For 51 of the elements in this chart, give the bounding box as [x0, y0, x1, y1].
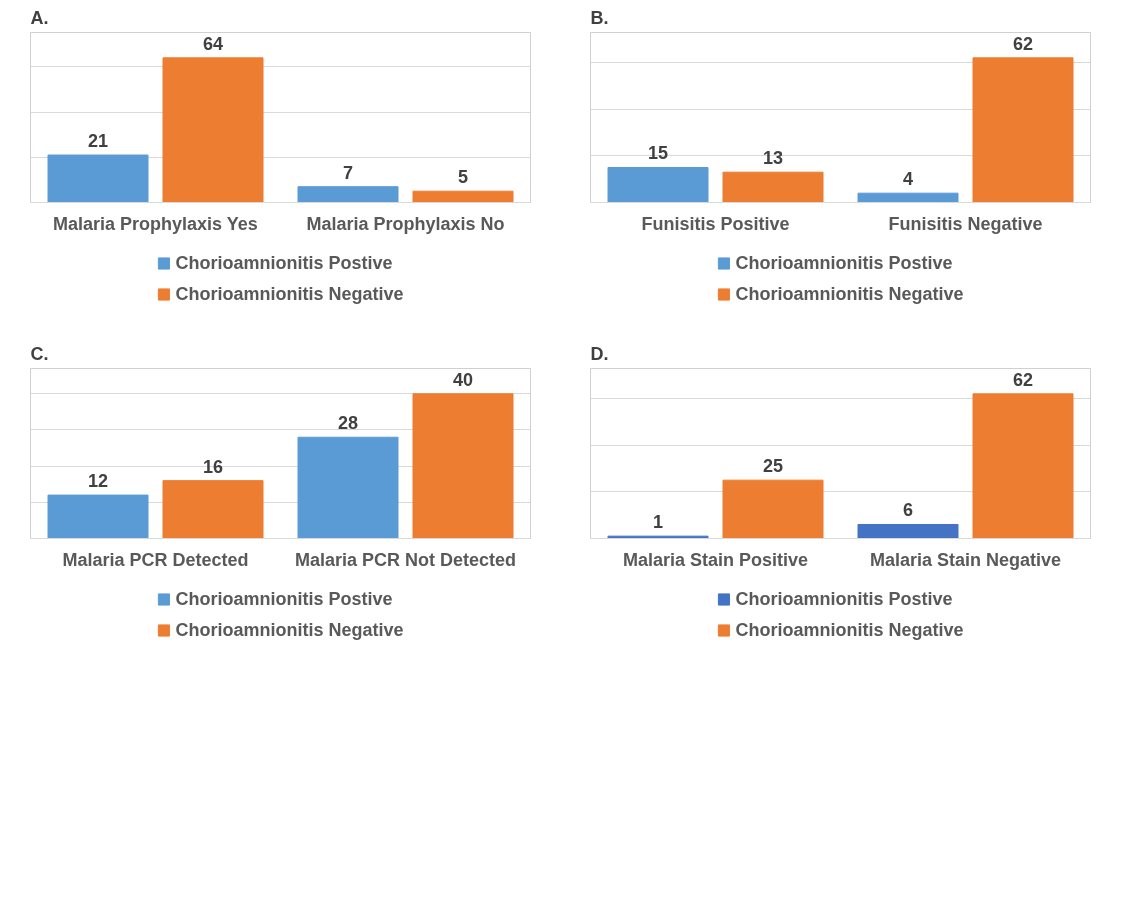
legend-label: Chorioamnionitis Negative	[175, 283, 404, 305]
data-label: 16	[202, 456, 224, 477]
data-label: 6	[902, 500, 914, 521]
bar	[722, 479, 824, 539]
bar	[722, 171, 824, 203]
bar	[972, 393, 1074, 539]
data-label: 64	[202, 33, 224, 54]
legend-label: Chorioamnionitis Negative	[735, 619, 964, 641]
bar	[857, 192, 959, 203]
legend-label: Chorioamnionitis Negative	[175, 619, 404, 641]
bar	[972, 57, 1074, 203]
chart-title: B.	[590, 7, 609, 28]
legend-label: Chorioamnionitis Negative	[735, 283, 964, 305]
legend-label: Chorioamnionitis Postive	[175, 588, 393, 610]
x-tick-label: Malaria Stain Negative	[869, 549, 1062, 570]
data-label: 62	[1012, 369, 1034, 390]
data-label: 62	[1012, 33, 1034, 54]
data-label: 28	[337, 413, 359, 434]
bar	[607, 167, 709, 203]
legend-label: Chorioamnionitis Postive	[735, 588, 953, 610]
data-label: 13	[762, 148, 784, 169]
bar	[47, 154, 149, 203]
bar	[162, 57, 264, 203]
chart-title: A.	[30, 7, 49, 28]
legend-label: Chorioamnionitis Postive	[735, 252, 953, 274]
bar	[297, 186, 399, 203]
x-tick-label: Malaria PCR Not Detected	[294, 549, 517, 570]
x-tick-label: Malaria Stain Positive	[622, 549, 809, 570]
data-label: 25	[762, 456, 784, 477]
x-tick-label: Funisitis Negative	[888, 213, 1043, 234]
chart-title: C.	[30, 343, 49, 364]
data-label: 7	[342, 162, 354, 183]
data-label: 12	[87, 471, 109, 492]
bar	[162, 480, 264, 539]
x-tick-label: Funisitis Positive	[641, 213, 790, 234]
x-tick-label: Malaria PCR Detected	[62, 549, 249, 570]
data-label: 21	[87, 131, 109, 152]
data-label: 5	[457, 167, 469, 188]
chart-title: D.	[590, 343, 609, 364]
bar	[47, 494, 149, 539]
bar	[412, 393, 514, 539]
data-label: 40	[452, 369, 474, 390]
bar	[412, 190, 514, 203]
legend-label: Chorioamnionitis Postive	[175, 252, 393, 274]
data-label: 1	[652, 512, 664, 533]
bar	[857, 524, 959, 539]
x-tick-label: Malaria Prophylaxis Yes	[52, 213, 258, 234]
bar	[297, 436, 399, 539]
data-label: 4	[902, 169, 914, 190]
x-tick-label: Malaria Prophylaxis No	[306, 213, 505, 234]
data-label: 15	[647, 143, 669, 164]
